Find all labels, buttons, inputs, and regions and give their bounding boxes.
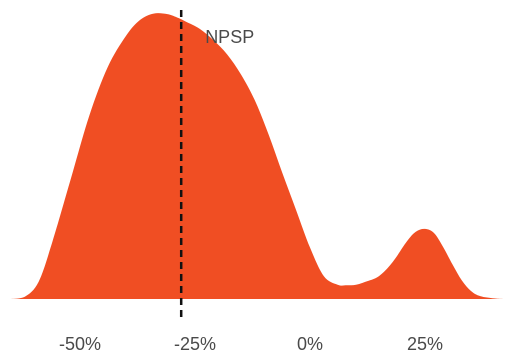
x-tick-label: 0%	[297, 334, 323, 354]
density-area	[11, 13, 517, 300]
x-tick-label: -25%	[174, 334, 216, 354]
x-axis: -50% -25% 0% 25%	[59, 334, 443, 354]
x-tick-label: 25%	[407, 334, 443, 354]
x-tick-label: -50%	[59, 334, 101, 354]
plot-area: NPSP	[11, 10, 517, 320]
npsp-label: NPSP	[205, 27, 254, 47]
